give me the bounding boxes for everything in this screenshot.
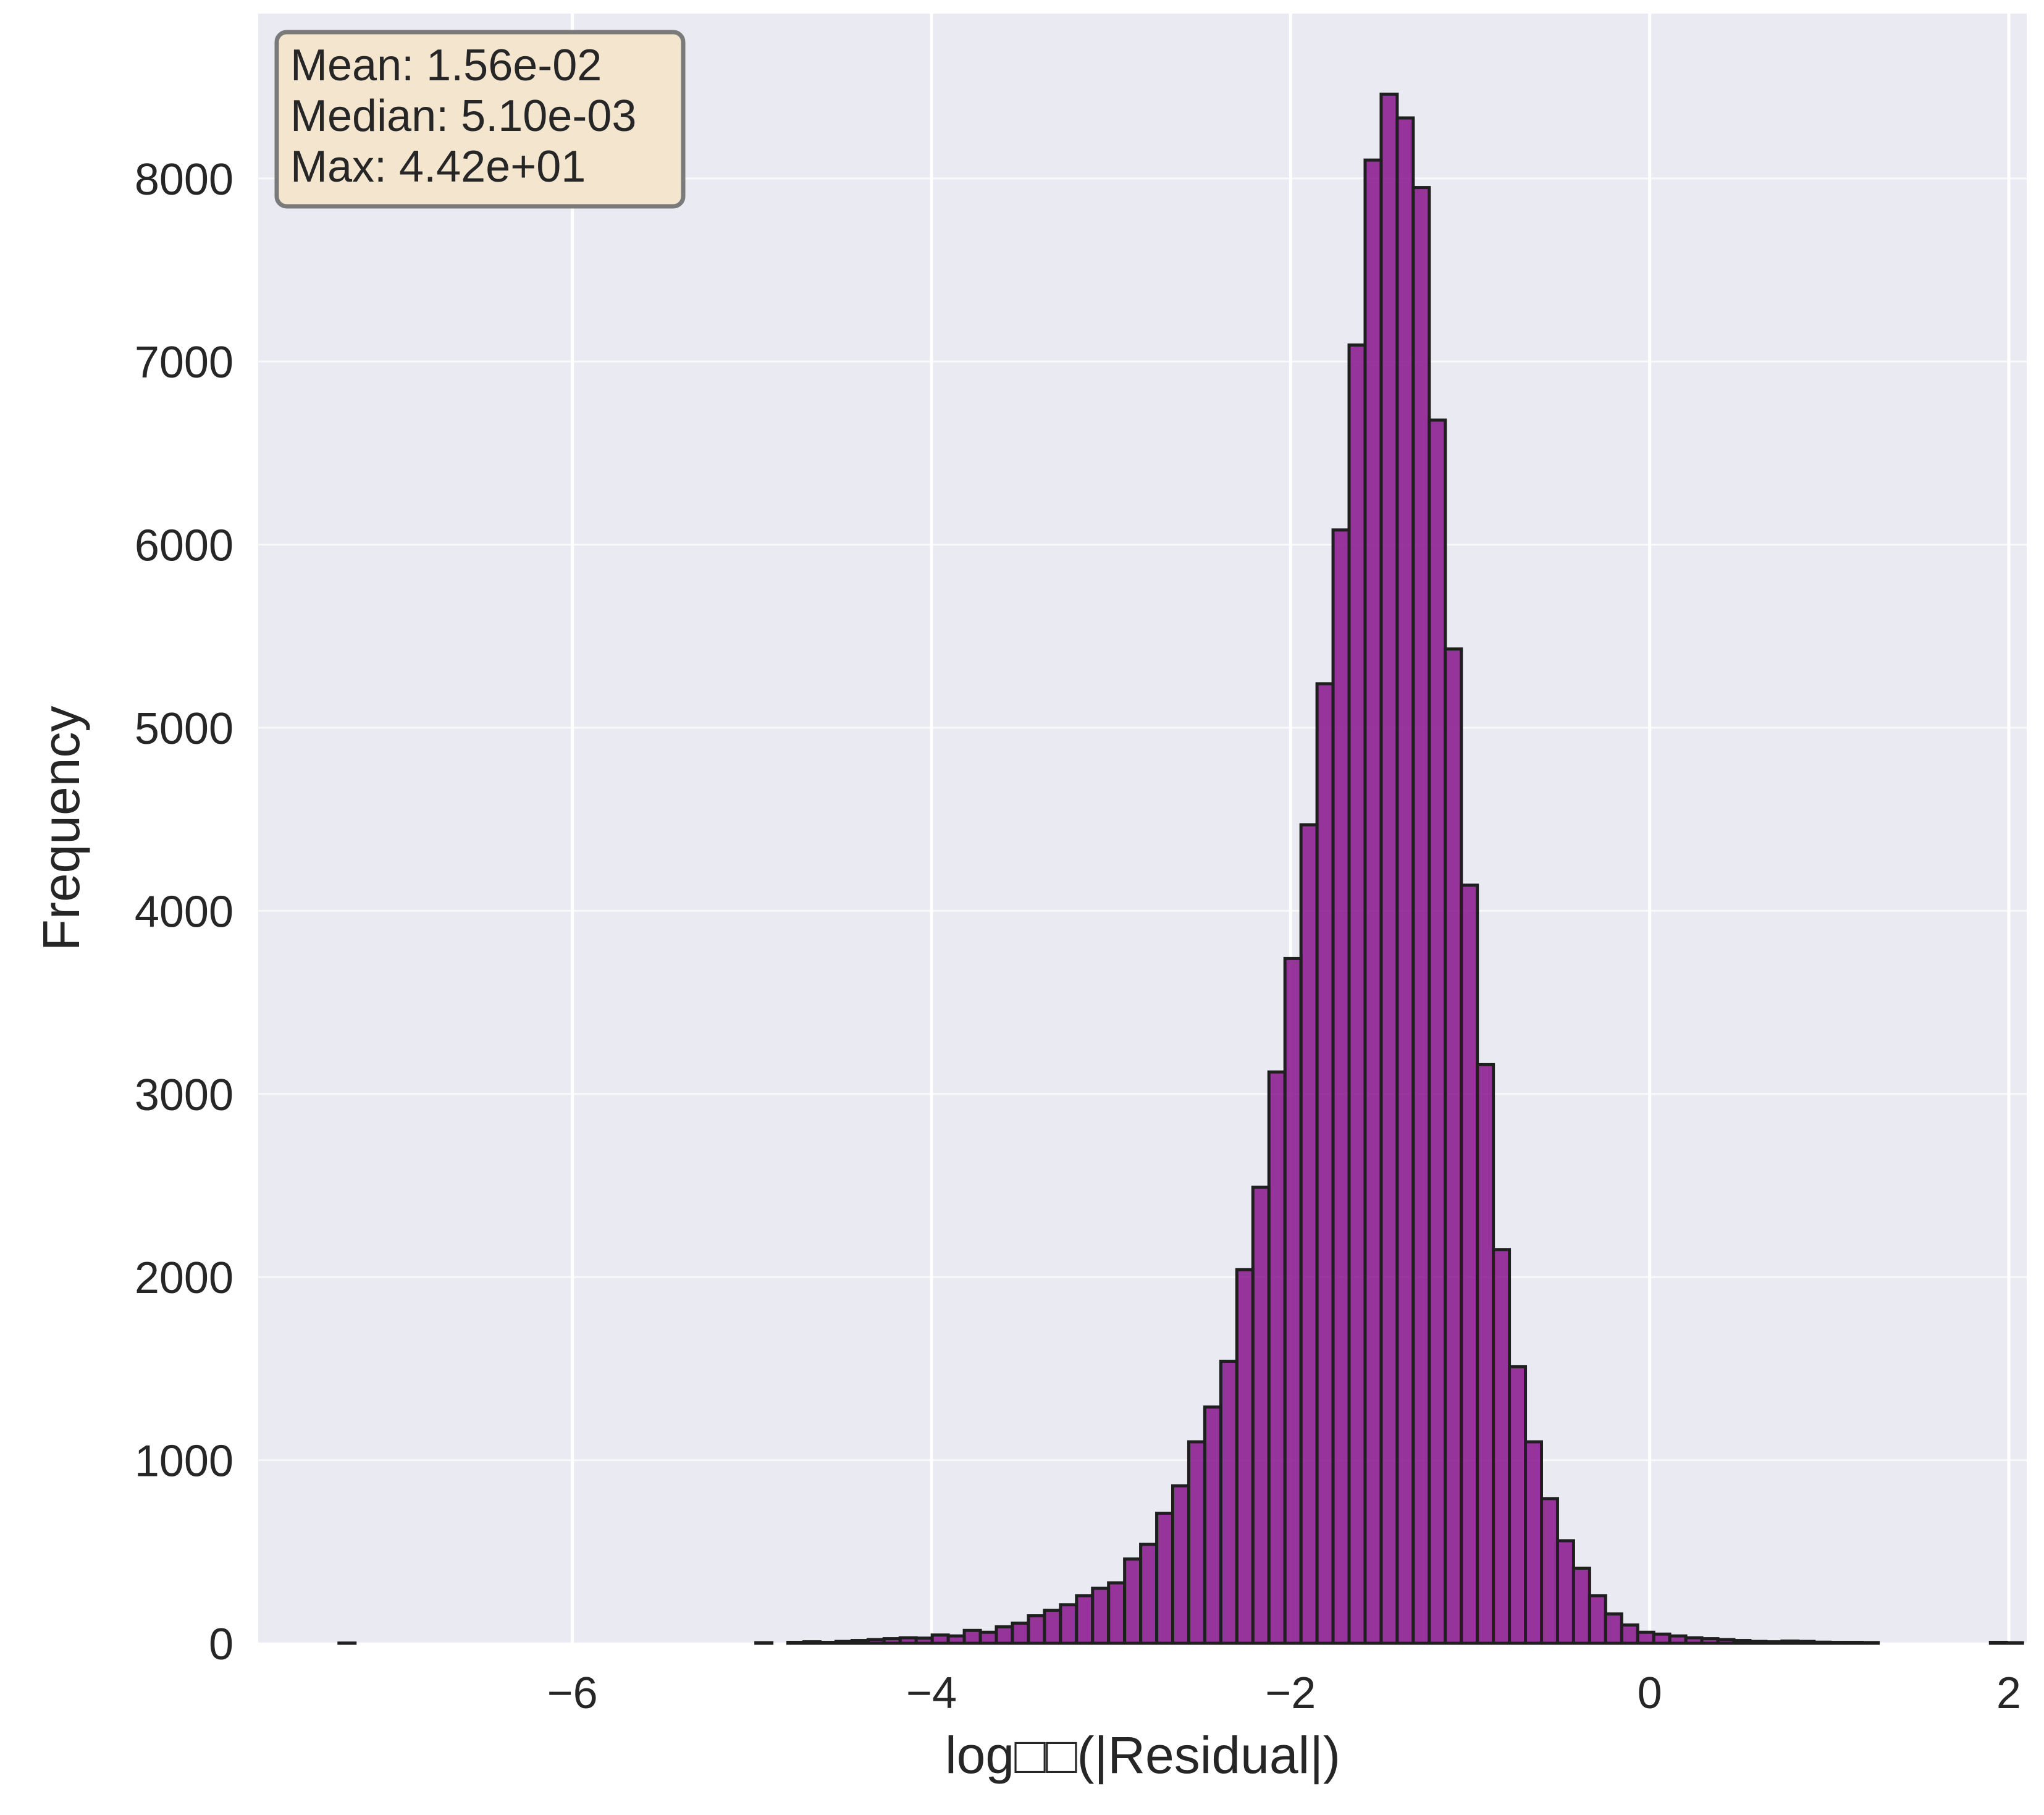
histogram-bar xyxy=(1524,1440,1543,1645)
histogram-bar xyxy=(962,1628,982,1645)
histogram-bar xyxy=(1171,1484,1190,1645)
stats-max: Max: 4.42e+01 xyxy=(290,142,586,192)
y-tick-label: 4000 xyxy=(135,887,233,937)
histogram-bar xyxy=(1539,1497,1559,1645)
y-tick-label: 2000 xyxy=(135,1253,233,1303)
x-tick-label: 2 xyxy=(1996,1669,2021,1718)
histogram-bar xyxy=(1203,1405,1222,1645)
histogram-bar xyxy=(1299,823,1319,1645)
histogram-bar xyxy=(1748,1640,1768,1645)
histogram-bar xyxy=(1460,883,1479,1645)
histogram-bar xyxy=(1571,1566,1591,1645)
histogram-bar xyxy=(1620,1623,1639,1645)
histogram-bar xyxy=(1700,1637,1720,1645)
histogram-bar xyxy=(914,1636,934,1645)
histogram-bar xyxy=(1764,1640,1784,1645)
y-tick-label: 7000 xyxy=(135,338,233,387)
histogram-bar xyxy=(1395,116,1415,1645)
histogram-bar xyxy=(1251,1185,1271,1645)
histogram-bar xyxy=(930,1633,950,1645)
y-tick-label: 6000 xyxy=(135,521,233,571)
stats-median: Median: 5.10e-03 xyxy=(290,91,636,141)
stats-mean: Mean: 1.56e-02 xyxy=(290,41,602,90)
histogram-bar xyxy=(834,1640,854,1645)
histogram-bar xyxy=(1684,1636,1704,1645)
histogram-bar xyxy=(1732,1639,1752,1645)
histogram-bar xyxy=(1796,1640,1816,1645)
histogram-bars xyxy=(337,92,2024,1645)
histogram-bar xyxy=(1059,1603,1079,1645)
histogram-bar xyxy=(1812,1640,1832,1645)
histogram-bar xyxy=(1043,1609,1062,1645)
histogram-bar xyxy=(1091,1586,1111,1645)
x-axis-label: log□□(|Residual|) xyxy=(945,1726,1340,1784)
histogram-bar xyxy=(1444,647,1463,1645)
stats-box: Mean: 1.56e-02 Median: 5.10e-03 Max: 4.4… xyxy=(274,30,686,209)
histogram-bar xyxy=(1155,1512,1175,1645)
histogram-bar xyxy=(866,1638,886,1645)
y-tick-label: 8000 xyxy=(135,155,233,204)
histogram-bar xyxy=(1347,343,1367,1645)
histogram-bar xyxy=(802,1640,822,1645)
histogram-bar xyxy=(1716,1638,1736,1645)
histogram-bar xyxy=(1636,1630,1655,1645)
x-tick-label: −6 xyxy=(547,1669,598,1718)
histogram-bar xyxy=(1508,1365,1528,1645)
stats-box-frame xyxy=(274,30,686,209)
y-tick-label: 3000 xyxy=(135,1071,233,1120)
histogram-bar xyxy=(1555,1539,1575,1645)
y-tick-label: 1000 xyxy=(135,1437,233,1486)
histogram-bar xyxy=(978,1630,998,1645)
histogram-bar xyxy=(1668,1634,1688,1645)
histogram-bar xyxy=(1027,1614,1046,1645)
histogram-bar xyxy=(1652,1632,1672,1645)
histogram-bar xyxy=(1428,418,1447,1645)
x-tick-label: −4 xyxy=(906,1669,957,1718)
histogram-bar xyxy=(1315,682,1335,1645)
y-axis-ticks: 0 1000 2000 3000 4000 5000 6000 7000 8000 xyxy=(135,155,233,1669)
histogram-bar xyxy=(850,1639,870,1645)
histogram-bar xyxy=(1235,1268,1255,1645)
histogram-bar xyxy=(1139,1543,1159,1645)
y-axis-label: Frequency xyxy=(32,706,90,951)
histogram-bar xyxy=(1267,1070,1287,1645)
histogram-bar xyxy=(1604,1612,1623,1645)
histogram-bar xyxy=(1219,1360,1239,1645)
histogram-bar xyxy=(1476,1063,1495,1645)
histogram-bar xyxy=(1283,956,1303,1645)
histogram-bar xyxy=(1011,1621,1030,1645)
histogram-bar xyxy=(1780,1639,1800,1645)
plot-background xyxy=(258,14,2027,1643)
histogram-bar xyxy=(995,1625,1014,1645)
histogram-bar xyxy=(898,1636,918,1645)
y-tick-label: 5000 xyxy=(135,704,233,754)
histogram-bar xyxy=(1411,186,1431,1645)
x-tick-label: −2 xyxy=(1265,1669,1316,1718)
histogram-bar xyxy=(1187,1440,1206,1645)
histogram-bar xyxy=(1379,92,1399,1645)
histogram-bar xyxy=(1588,1594,1607,1645)
histogram-bar xyxy=(1075,1594,1095,1645)
y-tick-label: 0 xyxy=(209,1620,233,1669)
histogram-bar xyxy=(1123,1557,1143,1645)
histogram-bar xyxy=(882,1637,902,1645)
histogram-bar xyxy=(1107,1581,1127,1645)
histogram-bar xyxy=(1363,158,1383,1645)
histogram-bar xyxy=(1331,528,1351,1645)
histogram-bar xyxy=(1492,1248,1512,1645)
histogram-bar xyxy=(946,1634,966,1645)
x-tick-label: 0 xyxy=(1638,1669,1662,1718)
x-axis-ticks: −6 −4 −2 0 2 xyxy=(547,1669,2021,1718)
